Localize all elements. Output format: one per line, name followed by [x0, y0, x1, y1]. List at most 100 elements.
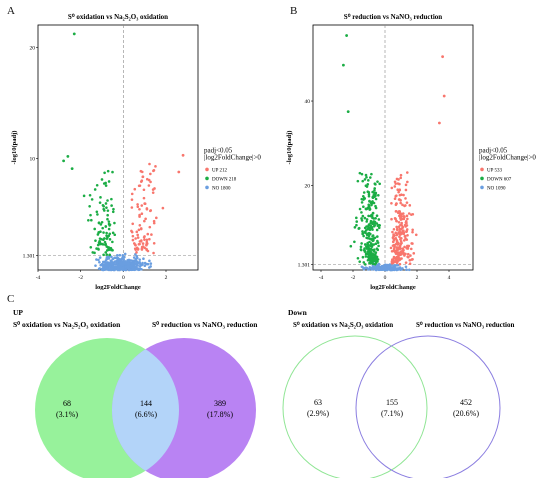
point-no — [121, 255, 125, 259]
point-no — [139, 267, 142, 271]
x-tick-label: 0 — [384, 275, 387, 281]
venn-down-only-a-pct: (2.9%) — [307, 409, 329, 418]
point-up — [405, 201, 409, 204]
point-outlier — [442, 94, 446, 98]
point-no — [362, 267, 366, 271]
point-up — [395, 202, 398, 205]
point-down — [367, 203, 370, 207]
point-up — [400, 221, 403, 225]
point-no — [130, 263, 134, 267]
point-up — [408, 204, 412, 207]
venn-down-both-pct: (7.1%) — [381, 409, 403, 418]
point-up — [152, 221, 156, 225]
point-no — [112, 265, 115, 268]
point-no — [114, 265, 117, 269]
point-down — [363, 197, 367, 200]
point-no — [101, 263, 104, 267]
point-up — [406, 252, 410, 256]
point-down — [378, 182, 381, 186]
point-up — [402, 193, 405, 197]
point-no — [95, 258, 98, 261]
legend-marker — [480, 167, 484, 172]
venn-up-label: UP — [13, 308, 23, 317]
point-down — [367, 194, 371, 198]
point-no — [380, 265, 383, 269]
point-down — [374, 183, 377, 186]
venn-up-set-a-label: S⁰ oxidation vs Na₂S₂O₃ oxidation — [13, 320, 121, 329]
point-down — [363, 243, 367, 246]
point-up — [399, 199, 402, 202]
point-down — [358, 171, 362, 175]
point-down — [367, 253, 371, 257]
point-down — [360, 197, 364, 201]
point-down — [362, 261, 366, 264]
point-down — [368, 261, 371, 265]
plot-frame — [312, 24, 474, 271]
point-down — [364, 263, 367, 266]
point-no — [407, 268, 411, 272]
point-up — [395, 219, 398, 223]
point-up — [397, 220, 401, 224]
venn-up-only-a-pct: (3.1%) — [56, 410, 78, 419]
point-no — [122, 262, 125, 265]
legend-entry: NO 1090 — [487, 186, 506, 191]
point-down — [108, 223, 112, 226]
legend-entry: UP 533 — [487, 168, 502, 173]
point-down — [372, 224, 376, 228]
point-down — [372, 201, 376, 205]
legend-entry: NO 1800 — [212, 186, 231, 191]
point-down — [374, 194, 377, 198]
point-up — [152, 219, 156, 223]
venn-up-only-a-count: 68 — [63, 399, 71, 408]
point-no — [395, 264, 399, 267]
point-up — [404, 183, 408, 187]
point-up — [408, 258, 412, 262]
point-up — [401, 247, 405, 250]
point-down — [95, 210, 99, 214]
point-up — [393, 246, 396, 250]
point-down — [374, 251, 377, 255]
point-down — [364, 173, 368, 177]
point-down — [361, 232, 365, 235]
point-no — [113, 262, 117, 266]
point-outlier — [70, 167, 74, 171]
point-down — [366, 243, 370, 246]
point-no — [111, 257, 115, 261]
point-up — [145, 207, 149, 211]
point-down — [376, 224, 380, 228]
point-up — [150, 233, 153, 236]
point-up — [398, 188, 401, 191]
point-down — [358, 260, 362, 263]
point-up — [404, 225, 407, 228]
point-up — [133, 187, 137, 191]
point-down — [102, 204, 105, 208]
point-up — [148, 225, 152, 229]
point-down — [368, 240, 371, 244]
point-no — [132, 256, 136, 259]
point-down — [370, 172, 373, 176]
point-up — [152, 168, 156, 172]
point-down — [95, 183, 99, 187]
point-down — [363, 216, 367, 220]
point-no — [376, 267, 380, 271]
point-down — [113, 233, 117, 237]
legend-marker — [205, 185, 209, 190]
point-outlier — [342, 63, 345, 67]
point-no — [399, 267, 402, 271]
point-down — [100, 178, 104, 181]
point-down — [365, 218, 369, 221]
point-down — [355, 223, 358, 227]
venn-diagrams: UP S⁰ oxidation vs Na₂S₂O₃ oxidation S⁰ … — [13, 308, 514, 478]
point-up — [151, 191, 155, 194]
point-down — [370, 221, 373, 225]
point-down — [356, 256, 360, 260]
point-up — [131, 238, 135, 242]
point-down — [98, 201, 102, 204]
point-up — [390, 217, 393, 221]
point-down — [377, 244, 380, 248]
point-up — [399, 233, 402, 236]
point-up — [398, 214, 402, 217]
venn-up-both-count: 144 — [140, 399, 152, 408]
point-down — [363, 178, 367, 181]
point-up — [395, 194, 398, 198]
